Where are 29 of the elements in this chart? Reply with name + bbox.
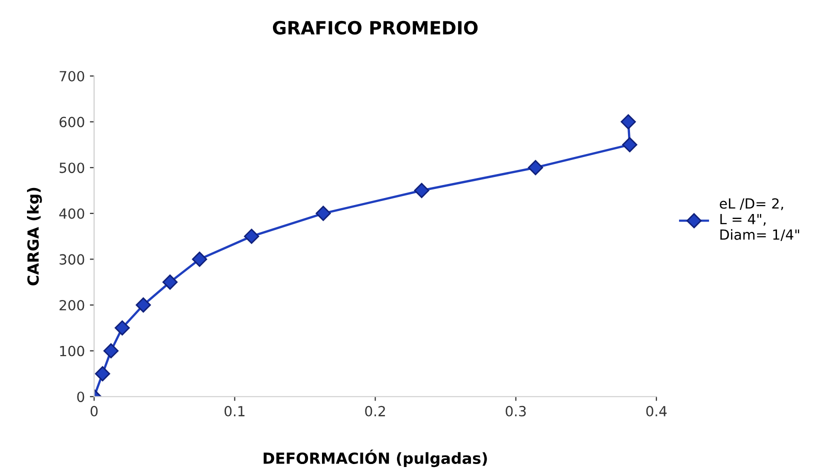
point [620, 114, 636, 130]
point [316, 206, 331, 221]
chart-title: GRAFICO PROMEDIO [272, 20, 478, 35]
point [414, 182, 430, 198]
y-tick-label: 0 [77, 392, 84, 402]
point [192, 252, 208, 267]
x-tick-label: 0 [90, 406, 98, 416]
point [528, 160, 544, 176]
y-axis-title: CARGA (kg) [27, 188, 42, 286]
point [244, 228, 260, 244]
point [162, 274, 178, 290]
point [622, 137, 638, 152]
point [136, 297, 151, 313]
point [114, 320, 130, 336]
point [103, 343, 119, 358]
x-axis-title: DEFORMACIÓN (pulgadas) [264, 450, 487, 468]
x-tick-label: 0.3 [506, 406, 526, 416]
x-tick-label: 0.2 [365, 406, 385, 416]
y-tick-label: 700 [60, 70, 84, 82]
y-tick-label: 500 [60, 162, 84, 174]
y-tick-label: 200 [60, 300, 84, 310]
point [94, 366, 110, 382]
x-tick-label: 0.4 [646, 406, 667, 416]
legend-label: eL /D= 2, L = 4", Diam= 1/4" [720, 198, 800, 241]
x-tick-label: 0.1 [224, 406, 244, 416]
y-tick-label: 400 [59, 208, 84, 219]
y-tick-label: 300 [60, 254, 84, 265]
y-tick-label: 600 [60, 116, 84, 128]
y-tick-label: 100 [60, 346, 84, 356]
